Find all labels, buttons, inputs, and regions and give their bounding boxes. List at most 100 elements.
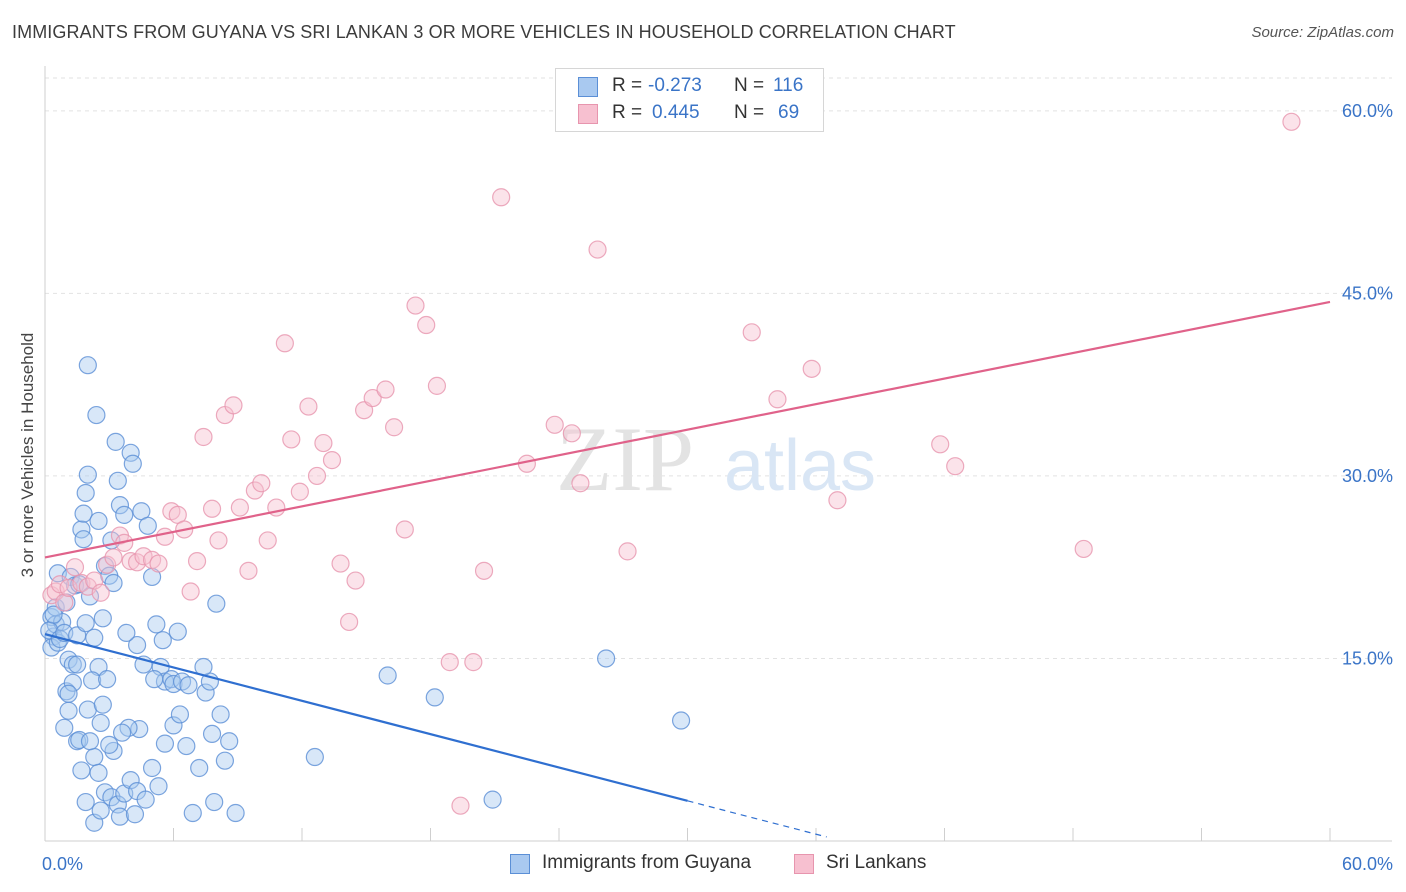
legend-n-label: N = bbox=[734, 102, 765, 123]
guyana-point bbox=[153, 631, 172, 650]
guyana-point bbox=[89, 511, 108, 531]
guyana-point bbox=[196, 683, 215, 702]
guyana-point bbox=[72, 761, 91, 780]
guyana-point bbox=[78, 700, 97, 719]
guyana-point bbox=[59, 684, 78, 703]
sri-lankans-point bbox=[104, 548, 123, 567]
sri-lankans-point bbox=[340, 612, 359, 632]
watermark-zip: ZIP bbox=[556, 408, 694, 510]
guyana-point bbox=[220, 732, 239, 751]
sri-lankans-point bbox=[588, 240, 607, 259]
sri-lankans-point bbox=[224, 396, 243, 415]
guyana-point bbox=[74, 530, 93, 549]
y-tick-label: 45.0% bbox=[1342, 283, 1393, 303]
sri-lankans-point bbox=[55, 593, 74, 612]
sri-lankans-point bbox=[258, 531, 277, 550]
sri-lankans-point bbox=[209, 531, 228, 550]
sri-lankans-point bbox=[828, 491, 847, 510]
y-tick-label: 15.0% bbox=[1342, 648, 1393, 668]
guyana-point bbox=[142, 758, 162, 778]
watermark-atlas: atlas bbox=[724, 426, 876, 506]
guyana-point bbox=[127, 635, 147, 655]
sri-lankans-point bbox=[376, 380, 395, 399]
guyana-point bbox=[121, 771, 140, 790]
sri-lankans-point bbox=[451, 796, 470, 815]
sri-lankans-point bbox=[187, 552, 207, 571]
guyana-point bbox=[215, 751, 234, 770]
sri-lankans-point bbox=[571, 474, 590, 493]
guyana-point bbox=[170, 705, 190, 724]
sri-lankans-point bbox=[155, 527, 175, 546]
trend-lines bbox=[44, 300, 1331, 838]
sri-lankans-point bbox=[322, 451, 342, 470]
sri-lankans-point bbox=[290, 482, 309, 501]
sri-lankans-point bbox=[331, 554, 350, 573]
guyana-point bbox=[305, 747, 324, 767]
guyana-point bbox=[91, 713, 110, 733]
sri-lankans-point bbox=[417, 315, 436, 335]
guyana-point bbox=[177, 736, 196, 756]
legend-n-value-sri-lankans: 69 bbox=[778, 102, 800, 123]
bottom-legend-label-sri-lankans: Sri Lankans bbox=[826, 852, 927, 873]
guyana-point bbox=[59, 701, 78, 720]
guyana-point bbox=[104, 573, 123, 593]
guyana-point bbox=[93, 695, 112, 714]
x-tick-label-min: 0.0% bbox=[42, 854, 83, 874]
sri-lankans-point bbox=[464, 653, 483, 672]
guyana-point bbox=[207, 594, 226, 613]
legend-n-label: N = bbox=[734, 75, 765, 96]
sri-lankans-point bbox=[427, 376, 447, 395]
guyana-trend-extension bbox=[687, 800, 827, 838]
guyana-trend-line bbox=[44, 633, 688, 802]
guyana-point bbox=[76, 483, 95, 503]
sri-lankans-point bbox=[1282, 112, 1301, 131]
sri-lankans-point bbox=[384, 418, 404, 437]
sri-lankans-point bbox=[282, 430, 301, 449]
sri-lankans-point bbox=[474, 561, 494, 580]
guyana-point bbox=[91, 801, 110, 820]
guyana-point bbox=[74, 504, 93, 523]
guyana-point bbox=[63, 673, 82, 692]
guyana-point bbox=[78, 356, 97, 375]
bottom-legend-swatch-pink bbox=[794, 854, 814, 874]
sri-lankans-point bbox=[562, 424, 581, 443]
guyana-point bbox=[149, 777, 168, 796]
guyana-point bbox=[123, 454, 142, 473]
guyana-point bbox=[78, 465, 97, 484]
sri-lankans-point bbox=[618, 542, 637, 561]
sri-lankans-point bbox=[65, 558, 85, 577]
guyana-point bbox=[147, 615, 166, 634]
guyana-point bbox=[378, 666, 397, 685]
sri-lankans-point bbox=[314, 433, 333, 453]
guyana-point bbox=[98, 670, 117, 689]
sri-lankans-point bbox=[742, 323, 761, 342]
sri-lankans-point bbox=[931, 435, 950, 454]
guyana-point bbox=[164, 716, 183, 735]
legend-r-value-guyana: -0.273 bbox=[648, 75, 702, 96]
guyana-point bbox=[136, 790, 155, 809]
guyana-point bbox=[108, 471, 127, 490]
sri-lankans-point bbox=[245, 481, 264, 500]
watermark: ZIP atlas bbox=[556, 408, 876, 510]
tick-labels: 15.0% 30.0% 45.0% 60.0% 0.0% 60.0% bbox=[42, 101, 1393, 874]
sri-lankans-point bbox=[406, 296, 425, 315]
guyana-point bbox=[226, 803, 245, 823]
sri-lankans-point bbox=[202, 499, 222, 518]
sri-lankans-point bbox=[275, 334, 294, 353]
y-axis-label: 3 or more Vehicles in Household bbox=[18, 332, 37, 578]
legend-n-value-guyana: 116 bbox=[773, 75, 804, 96]
sri-lankans-point bbox=[440, 653, 459, 672]
source-note: Source: ZipAtlas.com bbox=[1251, 24, 1394, 41]
guyana-point bbox=[110, 807, 130, 826]
bottom-legend-swatch-blue bbox=[510, 854, 530, 874]
guyana-point bbox=[179, 676, 198, 695]
y-tick-label: 60.0% bbox=[1342, 101, 1393, 121]
sri-lankans-trend-line bbox=[44, 300, 1331, 559]
guyana-point bbox=[145, 670, 164, 689]
sri-lankans-point bbox=[492, 188, 511, 207]
chart-title: IMMIGRANTS FROM GUYANA VS SRI LANKAN 3 O… bbox=[12, 22, 956, 42]
y-tick-label: 30.0% bbox=[1342, 466, 1393, 486]
guyana-point bbox=[115, 505, 134, 524]
sri-lankans-point bbox=[802, 359, 821, 378]
